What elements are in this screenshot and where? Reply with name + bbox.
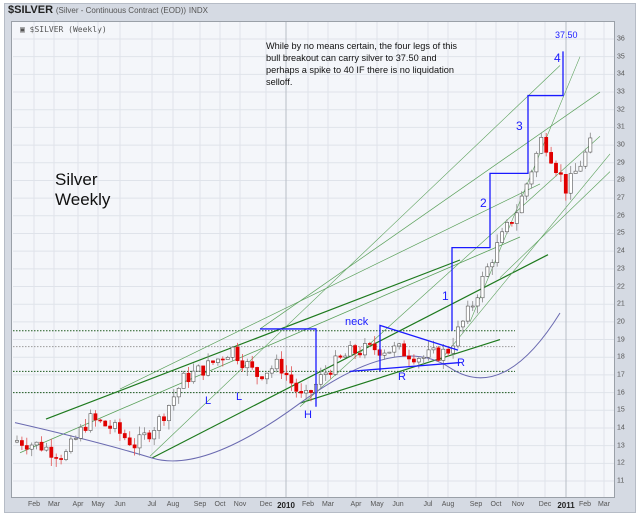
y-tick: 36 — [617, 35, 625, 43]
x-tick: Nov — [233, 501, 247, 508]
x-tick: May — [370, 501, 384, 508]
x-tick: Feb — [578, 501, 592, 508]
label-line-1: Silver — [55, 170, 98, 189]
leg-label: 2 — [480, 196, 487, 210]
silver-weekly-label: Silver Weekly — [55, 170, 110, 210]
neck-label: neck — [345, 316, 369, 328]
x-tick: Dec — [538, 501, 552, 508]
annotation-note: While by no means certain, the four legs… — [266, 41, 457, 87]
x-tick: Mar — [47, 501, 61, 508]
x-tick: Jul — [423, 501, 433, 508]
x-tick: Apr — [350, 501, 362, 508]
left-shoulder-label: L — [205, 395, 211, 407]
y-tick: 35 — [617, 53, 625, 61]
y-tick: 34 — [617, 70, 625, 78]
x-tick: Sep — [193, 501, 207, 508]
right-shoulder-label: R — [398, 371, 406, 383]
y-tick: 28 — [617, 176, 625, 184]
y-tick: 20 — [617, 318, 625, 326]
label-line-2: Weekly — [55, 190, 111, 209]
x-tick: Apr — [72, 501, 84, 508]
x-tick: Sep — [469, 501, 483, 508]
x-tick: Dec — [259, 501, 273, 508]
y-tick: 26 — [617, 212, 625, 220]
x-tick: Aug — [441, 501, 455, 508]
x-tick: Feb — [301, 501, 315, 508]
y-tick: 27 — [617, 194, 625, 202]
y-tick: 31 — [617, 123, 625, 131]
y-tick: 22 — [617, 283, 625, 291]
plot-legend: ▣ $SILVER (Weekly) — [20, 25, 107, 34]
x-tick: Jul — [147, 501, 157, 508]
x-tick: 2010 — [277, 501, 295, 510]
x-tick: Jun — [392, 501, 404, 508]
x-tick: Nov — [511, 501, 525, 508]
head-label: H — [304, 409, 312, 421]
y-tick: 16 — [617, 389, 625, 397]
leg-label: 1 — [442, 289, 449, 303]
y-tick: 32 — [617, 106, 625, 114]
symbol: $SILVER — [8, 4, 54, 16]
right-shoulder-label: R — [457, 357, 465, 369]
y-axis: 11 12 13 14 15 16 17 18 19 20 21 22 23 24 25 26 27 28 29 30… — [615, 21, 636, 498]
description: (Silver - Continuous Contract (EOD)) — [55, 6, 187, 15]
y-tick: 25 — [617, 229, 625, 237]
left-shoulder-label: L — [236, 391, 242, 403]
y-tick: 13 — [617, 442, 625, 450]
y-tick: 15 — [617, 406, 625, 414]
chart-title: $SILVER (Silver - Continuous Contract (E… — [8, 4, 208, 18]
y-tick: 23 — [617, 265, 625, 273]
y-tick: 12 — [617, 459, 625, 467]
y-tick: 18 — [617, 353, 625, 361]
y-tick: 24 — [617, 247, 625, 255]
leg-label: 3 — [516, 119, 523, 133]
exchange: INDX — [188, 6, 208, 15]
x-tick: Oct — [214, 501, 226, 508]
x-axis: Feb Mar Apr May Jun Jul Aug Sep Oct Nov Dec 2010 Feb… — [11, 498, 615, 513]
y-tick: 19 — [617, 336, 625, 344]
y-tick: 14 — [617, 424, 625, 432]
x-tick: 2011 — [557, 501, 575, 510]
y-tick: 30 — [617, 141, 625, 149]
plot-area[interactable] — [11, 21, 615, 498]
x-tick: Oct — [490, 501, 502, 508]
leg-label: 4 — [554, 51, 561, 65]
y-tick: 11 — [617, 477, 625, 485]
target-price-label: 37.50 — [555, 30, 578, 40]
y-tick: 17 — [617, 371, 625, 379]
y-tick: 29 — [617, 159, 625, 167]
x-tick: Mar — [597, 501, 611, 508]
x-tick: Mar — [321, 501, 335, 508]
y-tick: 21 — [617, 300, 625, 308]
y-tick: 33 — [617, 88, 625, 96]
x-tick: Aug — [166, 501, 180, 508]
x-tick: Jun — [114, 501, 126, 508]
x-tick: Feb — [27, 501, 41, 508]
x-tick: May — [91, 501, 105, 508]
